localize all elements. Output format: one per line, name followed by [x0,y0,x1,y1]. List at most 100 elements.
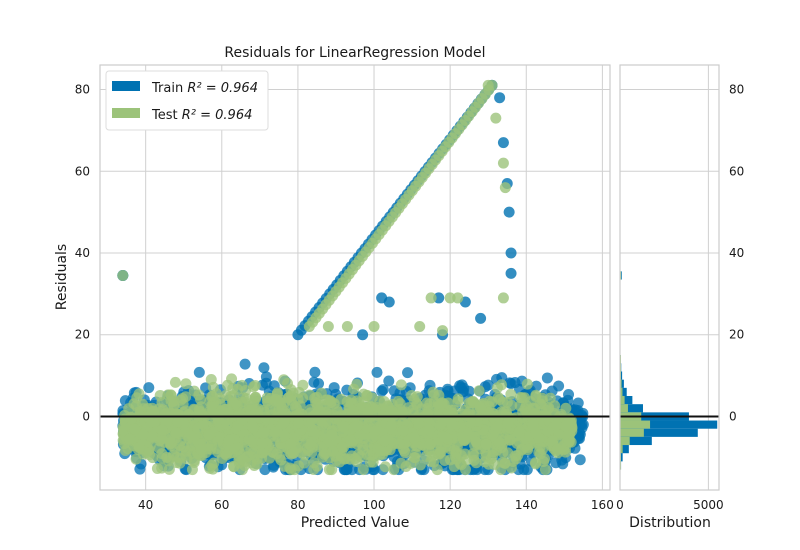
residual-point [146,430,158,442]
y-axis-label: Residuals [54,244,70,310]
distribution-bar-train [620,379,624,388]
residual-point [223,434,235,446]
outlier-point [433,292,445,304]
legend-swatch-test [112,108,140,118]
legend-label-train: Train R² = 0.964 [151,81,258,96]
distribution-label: Distribution [629,515,711,531]
residual-point [431,464,443,476]
distribution-bar-train [620,420,718,429]
y-tick-label: 20 [75,328,90,342]
residual-point [309,366,321,378]
main-plot-area: 40 60 80 100 120 140 160 0 20 40 60 80 [75,64,614,512]
outlier-point [117,269,129,281]
residual-point [133,442,145,454]
residual-point [575,412,587,424]
residual-point [239,358,251,370]
residual-point [470,436,482,448]
residual-point [312,401,324,413]
residual-point [180,378,192,390]
y-tick-label: 80 [75,83,90,97]
residual-point [129,423,141,435]
residual-point [206,399,218,411]
distribution-y-tick-label: 40 [729,246,744,260]
residual-point [366,432,378,444]
residual-point [331,403,343,415]
residual-point [256,437,268,449]
residual-point [557,458,569,470]
distribution-bar-train [620,436,652,446]
tail-point [497,157,509,169]
residual-point [505,388,517,400]
distribution-y-tick-labels: 0 20 40 60 80 [729,83,744,424]
residual-point [467,448,479,460]
residual-point [174,452,186,464]
residual-point [482,379,494,391]
residual-point [480,438,492,450]
residual-point [467,395,479,407]
residual-point [220,389,232,401]
residual-point [337,421,349,433]
residual-point [212,436,224,448]
residual-clouds [117,358,589,476]
residual-point [377,384,389,396]
residual-point [180,405,192,417]
residual-point [393,438,405,450]
residual-point [514,392,526,404]
residual-point [491,382,503,394]
y-tick-labels: 0 20 40 60 80 [75,83,90,424]
x-tick-label: 80 [290,498,305,512]
residual-point [336,441,348,453]
residual-point [279,430,291,442]
residual-point [228,461,240,473]
residual-point [246,399,258,411]
residual-point [392,395,404,407]
residual-point [122,443,134,455]
residual-point [358,433,370,445]
residual-point [192,409,204,421]
residual-point [335,393,347,405]
distribution-bar-test [620,445,623,454]
residual-point [442,397,454,409]
residual-point [170,427,182,439]
distribution-bar-train [620,453,623,462]
residual-point [186,464,198,476]
x-tick-label: 40 [138,498,153,512]
distribution-x-tick-label: 5000 [693,498,724,512]
tail-point [490,112,502,124]
residual-point [247,422,259,434]
x-tick-label: 140 [515,498,538,512]
residual-point [208,408,220,420]
residual-point [241,451,253,463]
residual-point [156,462,168,474]
residual-point [487,449,499,461]
residual-point [497,396,509,408]
residual-point [164,434,176,446]
y-tick-label: 40 [75,246,90,260]
residual-point [248,381,260,393]
outlier-point [425,292,437,304]
residual-point [518,464,530,476]
residual-point [273,396,285,408]
residual-point [326,464,338,476]
residual-point [408,432,420,444]
residual-point [298,457,310,469]
residual-point [220,403,232,415]
residual-point [402,367,414,379]
tail-point [497,137,509,149]
residual-point [297,379,309,391]
outlier-point [475,312,487,324]
residual-point [502,418,514,430]
residual-point [495,464,507,476]
residual-point [137,428,149,440]
distribution-y-tick-label: 80 [729,83,744,97]
residual-point [371,366,383,378]
residual-point [437,415,449,427]
residual-point [397,425,409,437]
residual-point [306,436,318,448]
distribution-frame [619,64,720,491]
residual-point [358,388,370,400]
main-plot-frame [99,64,611,491]
residual-point [267,447,279,459]
residual-point [278,417,290,429]
